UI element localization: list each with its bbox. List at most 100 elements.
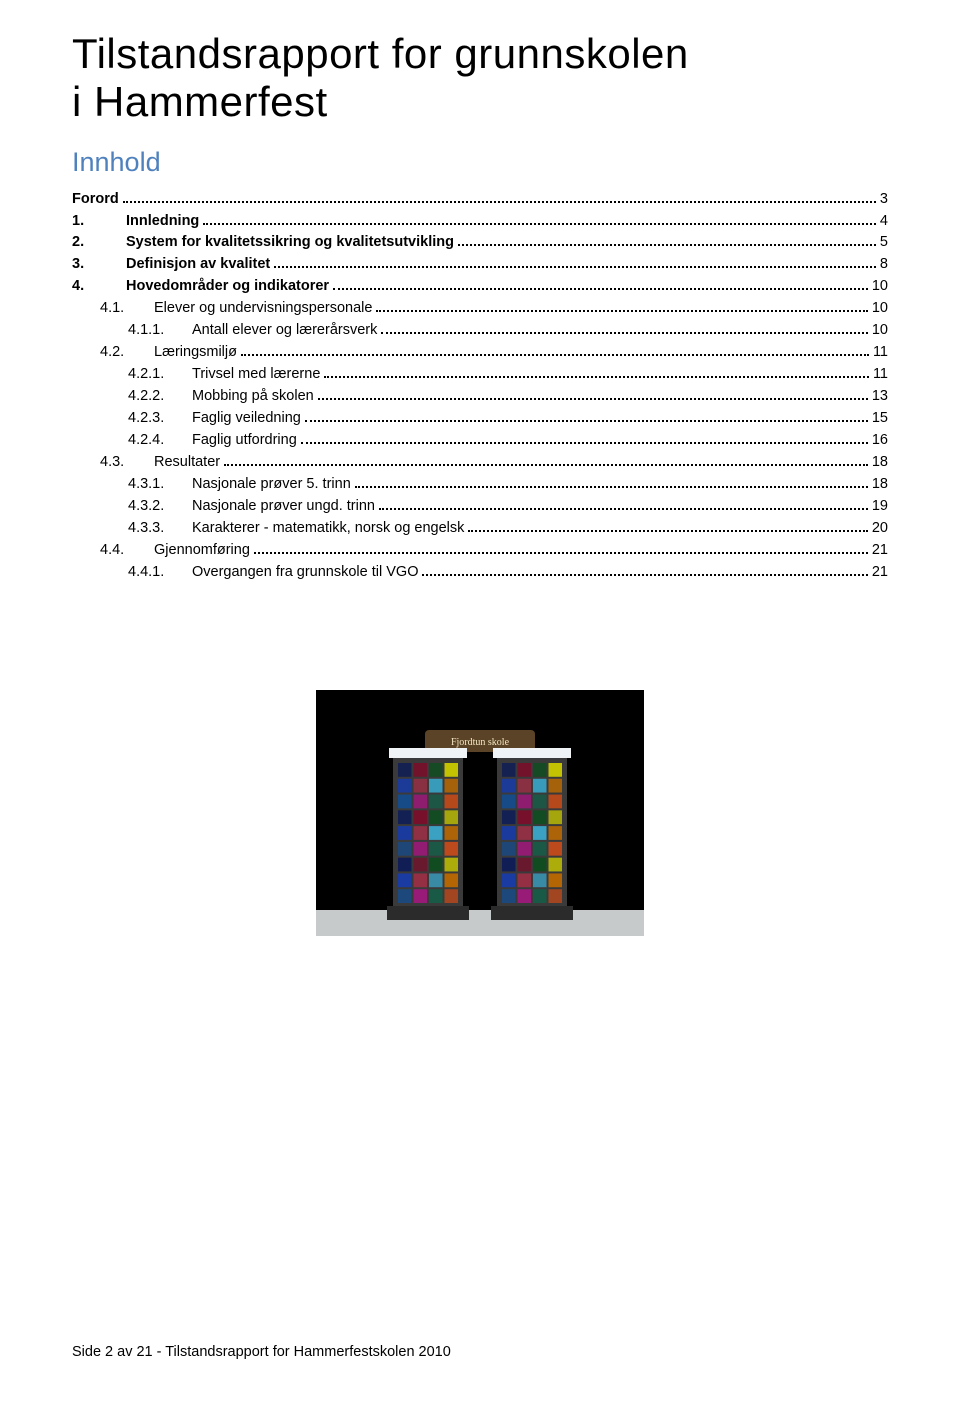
toc-entry-number: 1. [72, 214, 126, 230]
toc-entry-number: 4.3.2. [128, 499, 192, 515]
toc-row[interactable]: 2.System for kvalitetssikring og kvalite… [72, 235, 888, 251]
toc-entry-label: 4.2.2.Mobbing på skolen [128, 389, 314, 405]
toc-entry-page: 15 [872, 411, 888, 427]
toc-leader-dots [324, 368, 869, 378]
toc-entry-page: 10 [872, 279, 888, 295]
toc-entry-title: Overgangen fra grunnskole til VGO [192, 564, 418, 580]
toc-row[interactable]: 4.1.1.Antall elever og lærerårsverk 10 [72, 323, 888, 339]
table-of-contents: Forord 3 1.Innledning 4 2.System for kvali… [72, 192, 888, 581]
toc-entry-label: 4.2.4.Faglig utfordring [128, 433, 297, 449]
toc-row[interactable]: 4.4.1.Overgangen fra grunnskole til VGO … [72, 565, 888, 581]
toc-entry-number: 4.1. [100, 301, 154, 317]
toc-entry-number: 4. [72, 279, 126, 295]
toc-entry-label: 4.1.1.Antall elever og lærerårsverk [128, 323, 377, 339]
toc-entry-title: Forord [72, 191, 119, 207]
toc-leader-dots [333, 280, 868, 290]
toc-entry-label: 4.4.Gjennomføring [100, 543, 250, 559]
toc-entry-label: 4.3.2.Nasjonale prøver ungd. trinn [128, 499, 375, 515]
toc-entry-title: Resultater [154, 454, 220, 470]
toc-entry-page: 21 [872, 543, 888, 559]
title-line2: i Hammerfest [72, 78, 328, 125]
toc-entry-page: 8 [880, 257, 888, 273]
toc-entry-number: 4.2.1. [128, 367, 192, 383]
toc-row[interactable]: 4.1.Elever og undervisningspersonale 10 [72, 301, 888, 317]
toc-entry-number: 4.4.1. [128, 565, 192, 581]
toc-entry-title: Nasjonale prøver 5. trinn [192, 476, 351, 492]
toc-row[interactable]: 4.4.Gjennomføring 21 [72, 543, 888, 559]
toc-entry-title: Gjennomføring [154, 542, 250, 558]
toc-entry-number: 4.3. [100, 455, 154, 471]
toc-leader-dots [274, 258, 876, 268]
toc-leader-dots [355, 478, 868, 488]
toc-entry-title: Faglig utfordring [192, 432, 297, 448]
toc-leader-dots [381, 324, 868, 334]
toc-leader-dots [254, 543, 868, 553]
toc-entry-label: 1.Innledning [72, 214, 199, 230]
toc-row[interactable]: 4.Hovedområder og indikatorer 10 [72, 279, 888, 295]
toc-row[interactable]: 4.3.Resultater 18 [72, 455, 888, 471]
toc-row[interactable]: 1.Innledning 4 [72, 214, 888, 230]
toc-entry-number: 4.2.2. [128, 389, 192, 405]
toc-entry-number: 3. [72, 257, 126, 273]
toc-entry-page: 4 [880, 214, 888, 230]
toc-entry-label: 4.3.3.Karakterer - matematikk, norsk og … [128, 521, 464, 537]
toc-entry-page: 18 [872, 455, 888, 471]
toc-row[interactable]: 4.3.3.Karakterer - matematikk, norsk og … [72, 521, 888, 537]
toc-row[interactable]: 3.Definisjon av kvalitet 8 [72, 257, 888, 273]
toc-row[interactable]: 4.3.2.Nasjonale prøver ungd. trinn 19 [72, 499, 888, 515]
toc-entry-number: 4.4. [100, 543, 154, 559]
toc-row[interactable]: 4.2.3.Faglig veiledning 15 [72, 411, 888, 427]
toc-entry-page: 3 [880, 192, 888, 208]
toc-leader-dots [305, 412, 868, 422]
toc-entry-title: Antall elever og lærerårsverk [192, 322, 377, 338]
toc-row[interactable]: 4.2.2.Mobbing på skolen 13 [72, 389, 888, 405]
toc-entry-title: Innledning [126, 213, 199, 229]
toc-leader-dots [422, 565, 867, 575]
toc-entry-number: 4.1.1. [128, 323, 192, 339]
title-line1: Tilstandsrapport for grunnskolen [72, 30, 689, 77]
toc-entry-page: 20 [872, 521, 888, 537]
page-title: Tilstandsrapport for grunnskolen i Hamme… [72, 30, 888, 127]
toc-entry-label: 4.2.3.Faglig veiledning [128, 411, 301, 427]
photo-illustration: Fjordtun skole [316, 690, 644, 936]
toc-entry-label: 4.1.Elever og undervisningspersonale [100, 301, 372, 317]
toc-entry-label: 4.2.1.Trivsel med lærerne [128, 367, 320, 383]
toc-entry-page: 18 [872, 477, 888, 493]
toc-heading: Innhold [72, 147, 888, 178]
toc-entry-title: System for kvalitetssikring og kvalitets… [126, 234, 454, 250]
toc-entry-page: 10 [872, 323, 888, 339]
toc-row[interactable]: Forord 3 [72, 192, 888, 208]
toc-leader-dots [224, 456, 868, 466]
toc-entry-page: 11 [873, 345, 888, 361]
toc-entry-number: 4.3.1. [128, 477, 192, 493]
toc-entry-number: 2. [72, 235, 126, 251]
toc-leader-dots [379, 500, 868, 510]
toc-leader-dots [458, 236, 876, 246]
toc-entry-title: Hovedområder og indikatorer [126, 278, 329, 294]
toc-entry-title: Mobbing på skolen [192, 388, 314, 404]
toc-entry-number: 4.2.4. [128, 433, 192, 449]
toc-leader-dots [318, 390, 868, 400]
toc-leader-dots [203, 214, 876, 224]
toc-entry-label: 4.2.Læringsmiljø [100, 345, 237, 361]
toc-entry-title: Trivsel med lærerne [192, 366, 320, 382]
toc-row[interactable]: 4.2.Læringsmiljø 11 [72, 345, 888, 361]
toc-entry-page: 11 [873, 367, 888, 383]
toc-entry-page: 13 [872, 389, 888, 405]
toc-entry-number: 4.2. [100, 345, 154, 361]
toc-leader-dots [468, 522, 867, 532]
toc-row[interactable]: 4.2.4.Faglig utfordring 16 [72, 433, 888, 449]
toc-entry-label: 3.Definisjon av kvalitet [72, 257, 270, 273]
toc-leader-dots [301, 434, 868, 444]
svg-text:Fjordtun skole: Fjordtun skole [451, 737, 510, 748]
toc-entry-label: Forord [72, 192, 119, 208]
toc-entry-label: 4.4.1.Overgangen fra grunnskole til VGO [128, 565, 418, 581]
toc-entry-label: 2.System for kvalitetssikring og kvalite… [72, 235, 454, 251]
toc-row[interactable]: 4.2.1.Trivsel med lærerne 11 [72, 367, 888, 383]
photo-container: Fjordtun skole [72, 690, 888, 941]
toc-leader-dots [241, 346, 869, 356]
toc-row[interactable]: 4.3.1.Nasjonale prøver 5. trinn 18 [72, 477, 888, 493]
toc-entry-number: 4.2.3. [128, 411, 192, 427]
toc-entry-label: 4.3.Resultater [100, 455, 220, 471]
toc-entry-page: 16 [872, 433, 888, 449]
